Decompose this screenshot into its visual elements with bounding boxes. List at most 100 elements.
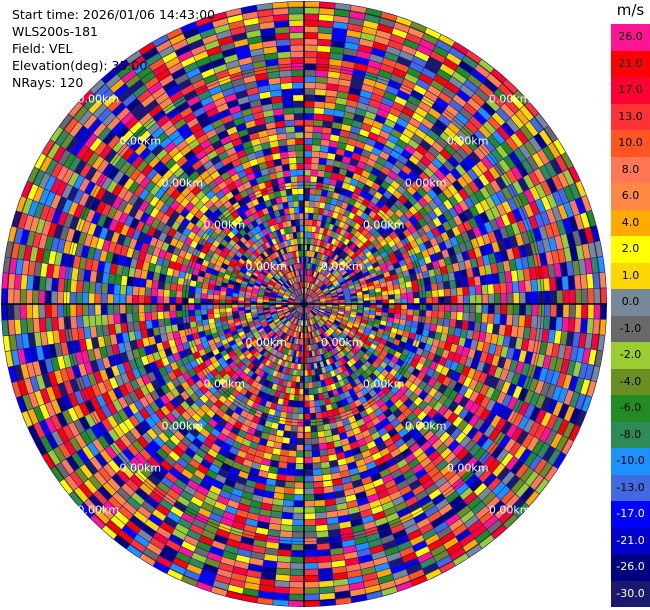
- radar-gate: [240, 424, 250, 433]
- radar-gate: [393, 529, 407, 540]
- radar-gate: [317, 431, 325, 438]
- radar-gate: [348, 467, 359, 476]
- radar-gate: [172, 557, 189, 569]
- radar-gate: [247, 473, 258, 482]
- radar-gate: [415, 490, 428, 501]
- radar-gate: [349, 512, 362, 521]
- radar-gate: [304, 500, 315, 507]
- radar-gate: [527, 364, 536, 378]
- radar-gate: [276, 429, 284, 437]
- radar-gate: [26, 290, 33, 304]
- radar-gate: [278, 461, 288, 469]
- radar-gate: [539, 427, 552, 443]
- radar-gate: [541, 329, 549, 342]
- radar-gate: [304, 320, 307, 326]
- radar-gate: [539, 341, 548, 355]
- radar-gate: [329, 317, 335, 322]
- radar-gate: [204, 453, 215, 464]
- radar-gate: [70, 292, 76, 304]
- radar-gate: [376, 307, 382, 312]
- radar-gate: [427, 539, 443, 551]
- radar-gate: [263, 379, 270, 387]
- radar-gate: [298, 188, 304, 195]
- radar-gate: [259, 438, 268, 446]
- radar-gate: [227, 499, 240, 509]
- radar-gate: [325, 504, 337, 512]
- radar-gate: [262, 350, 269, 358]
- radar-gate: [149, 440, 161, 452]
- radar-gate: [542, 446, 556, 462]
- radar-gate: [398, 367, 407, 376]
- radar-gate: [535, 409, 547, 424]
- radar-gate: [304, 569, 319, 576]
- radar-gate: [418, 356, 427, 365]
- radar-gate: [326, 305, 333, 307]
- radar-gate: [298, 326, 301, 332]
- radar-gate: [156, 504, 170, 516]
- radar-gate: [418, 341, 426, 350]
- radar-gate: [409, 442, 420, 453]
- radar-gate: [491, 445, 504, 459]
- radar-gate: [348, 388, 356, 396]
- radar-gate: [328, 529, 341, 537]
- radar-gate: [300, 376, 304, 383]
- radar-gate: [300, 320, 303, 326]
- radar-gate: [456, 312, 463, 321]
- radar-gate: [221, 484, 234, 494]
- radar-gate: [475, 506, 490, 520]
- radar-gate: [466, 544, 482, 558]
- radar-gate: [501, 490, 515, 505]
- radar-gate: [133, 510, 148, 524]
- radar-gate: [107, 283, 115, 294]
- radar-gate: [296, 325, 300, 332]
- radar-gate: [415, 421, 426, 432]
- radar-gate: [266, 440, 275, 448]
- radar-gate: [305, 326, 307, 333]
- radar-gate: [317, 387, 323, 394]
- radar-gate: [170, 408, 181, 419]
- radar-gate: [317, 33, 332, 40]
- radar-gate: [446, 369, 455, 379]
- radar-gate: [485, 386, 495, 399]
- radar-gate: [192, 518, 207, 529]
- radar-gate: [82, 315, 90, 328]
- radar-gate: [227, 472, 238, 482]
- radar-gate: [275, 33, 290, 40]
- radar-gate: [378, 574, 394, 584]
- radar-gate: [306, 306, 311, 312]
- radar-gate: [370, 304, 376, 308]
- radar-gate: [471, 501, 486, 515]
- radar-gate: [317, 424, 324, 432]
- radar-gate: [427, 377, 437, 387]
- radar-gate: [453, 382, 463, 393]
- radar-gate: [309, 407, 316, 414]
- radar-gate: [555, 435, 568, 452]
- radar-gate: [442, 326, 449, 335]
- radar-gate: [343, 362, 350, 370]
- radar-gate: [88, 293, 95, 304]
- radar-gate: [308, 312, 312, 319]
- radar-gate: [339, 393, 346, 401]
- radar-gate: [436, 416, 447, 427]
- radar-gate: [70, 280, 77, 293]
- radar-gate: [289, 20, 304, 27]
- radar-gate: [344, 450, 354, 458]
- radar-gate: [399, 512, 413, 524]
- radar-gate: [367, 321, 374, 327]
- radar-gate: [347, 435, 357, 444]
- radar-gate: [305, 332, 308, 339]
- radar-gate: [313, 120, 323, 127]
- radar-gate: [395, 381, 404, 390]
- radar-gate: [206, 518, 220, 529]
- radar-gate: [442, 408, 453, 420]
- radar-gate: [305, 339, 309, 345]
- radar-gate: [321, 317, 327, 322]
- radar-gate: [177, 473, 190, 485]
- radar-gate: [330, 383, 337, 391]
- radar-gate: [408, 427, 419, 438]
- radar-gate: [357, 382, 365, 391]
- radar-gate: [316, 362, 321, 369]
- radar-gate: [357, 464, 368, 473]
- radar-gate: [298, 194, 304, 201]
- radar-gate: [424, 505, 439, 518]
